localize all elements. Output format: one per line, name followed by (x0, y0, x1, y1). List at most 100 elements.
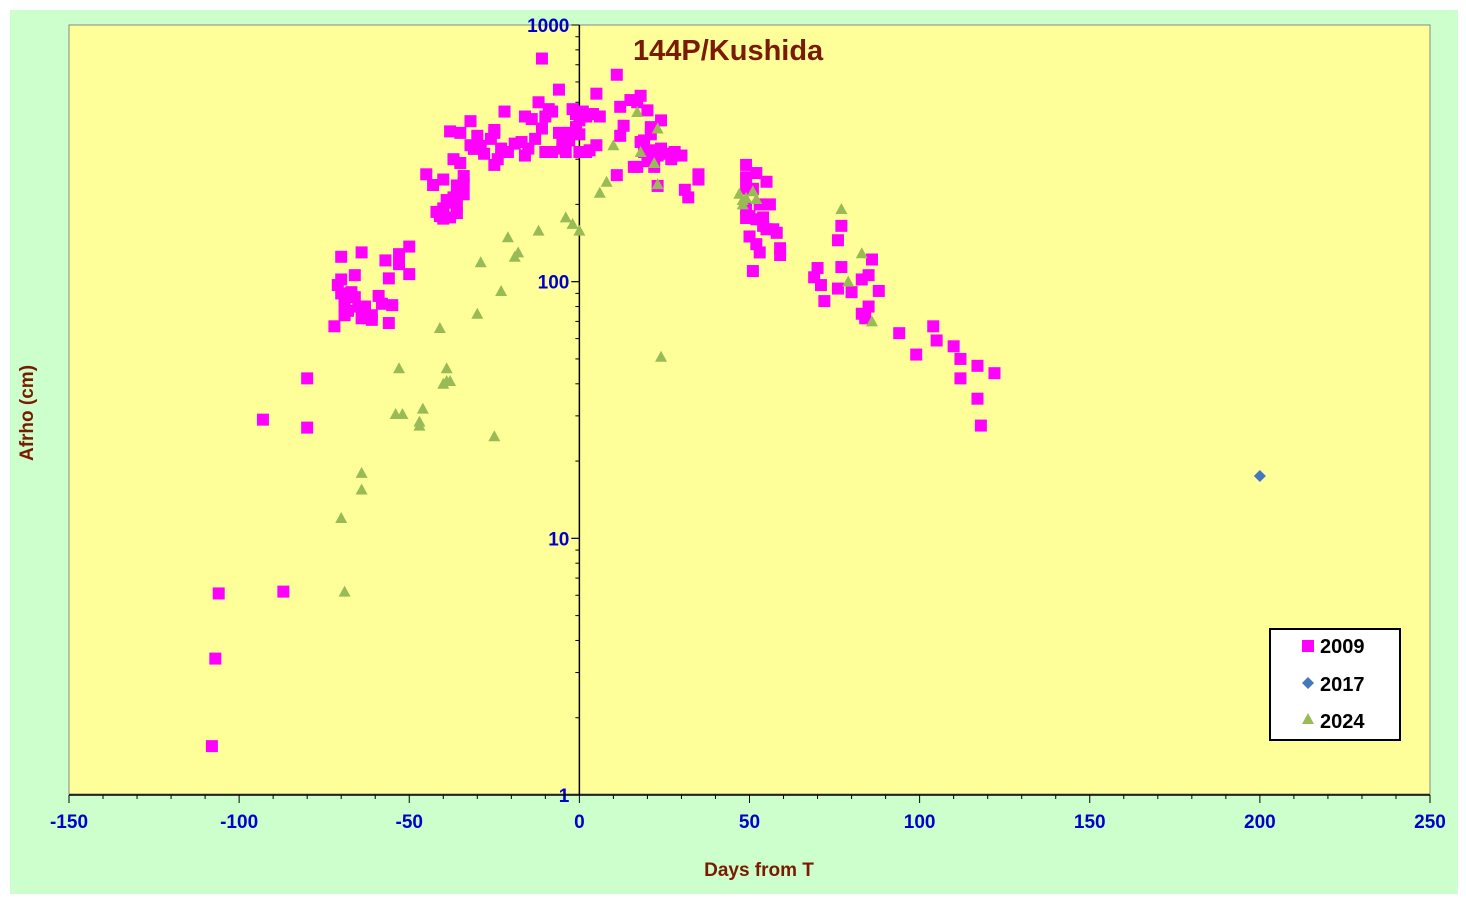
data-point-2009 (865, 253, 878, 266)
data-point-2009 (328, 320, 341, 333)
data-point-2009 (831, 234, 844, 247)
data-point-2024 (842, 275, 855, 287)
data-point-2009 (427, 179, 440, 192)
data-point-2009 (348, 269, 361, 282)
data-point-2009 (379, 254, 392, 267)
data-point-2009 (634, 89, 647, 102)
data-point-2009 (403, 268, 416, 281)
data-point-2009 (614, 129, 627, 142)
data-point-2024 (355, 483, 368, 495)
data-point-2009 (831, 282, 844, 295)
data-point-2009 (845, 286, 858, 299)
data-point-2009 (546, 105, 559, 118)
data-point-2009 (532, 96, 545, 109)
x-tick-label: 50 (739, 812, 760, 833)
legend-label-2017: 2017 (1320, 674, 1365, 696)
chart-title: 144P/Kushida (633, 35, 824, 67)
data-point-2024 (631, 106, 644, 118)
data-point-2024 (532, 224, 545, 236)
data-point-2024 (607, 139, 620, 151)
data-point-2009 (348, 291, 361, 304)
data-point-2009 (457, 188, 470, 201)
data-point-2009 (641, 104, 654, 117)
data-point-2009 (301, 421, 314, 434)
data-point-2009 (893, 327, 906, 340)
data-point-2024 (651, 122, 664, 134)
y-tick-label: 1 (559, 786, 570, 807)
data-point-2009 (811, 262, 824, 275)
data-point-2024 (393, 362, 406, 374)
data-point-2024 (740, 191, 753, 203)
data-point-2009 (535, 122, 548, 135)
data-point-2009 (552, 83, 565, 96)
data-point-2024 (338, 585, 351, 597)
data-point-2009 (862, 269, 875, 282)
data-point-2009 (386, 299, 399, 312)
data-point-2024 (512, 246, 525, 258)
data-point-2024 (440, 362, 453, 374)
data-point-2009 (454, 126, 467, 139)
legend-marker-2009 (1302, 640, 1314, 652)
data-point-2009 (910, 348, 923, 361)
plot-area (68, 24, 1431, 795)
data-point-2024 (600, 175, 613, 187)
x-tick-label: 250 (1414, 812, 1446, 833)
data-point-2009 (740, 171, 753, 184)
legend-label-2024: 2024 (1320, 711, 1365, 733)
data-point-2009 (491, 153, 504, 166)
data-point-2009 (675, 149, 688, 162)
data-point-2009 (209, 652, 222, 665)
x-axis-ticks: -150 -100 -50 0 50 100 150 200 250 (50, 795, 1446, 833)
data-point-2024 (835, 202, 848, 214)
data-point-2009 (277, 585, 290, 598)
data-point-2009 (610, 68, 623, 81)
data-point-2024 (413, 415, 426, 427)
data-point-2009 (471, 129, 484, 142)
data-point-2009 (382, 272, 395, 285)
data-point-2024 (488, 430, 501, 442)
x-tick-label: -100 (220, 812, 258, 833)
data-point-2009 (335, 250, 348, 263)
data-point-2009 (593, 110, 606, 123)
data-point-2009 (355, 246, 368, 259)
data-points (205, 52, 1266, 753)
data-point-2024 (501, 231, 514, 243)
data-point-2009 (525, 113, 538, 126)
data-point-2024 (865, 315, 878, 327)
data-point-2009 (947, 340, 960, 353)
data-point-2009 (559, 146, 572, 159)
data-point-2024 (750, 192, 763, 204)
data-point-2009 (546, 146, 559, 159)
data-point-2009 (382, 317, 395, 330)
x-tick-label: 200 (1244, 812, 1276, 833)
data-point-2009 (988, 367, 1001, 380)
data-point-2009 (529, 132, 542, 145)
y-tick-label: 10 (548, 529, 569, 550)
data-point-2024 (593, 186, 606, 198)
data-point-2009 (212, 587, 225, 600)
data-point-2009 (488, 126, 501, 139)
data-point-2009 (563, 134, 576, 147)
data-point-2009 (954, 372, 967, 385)
data-point-2024 (746, 185, 759, 197)
data-point-2024 (335, 512, 348, 524)
legend: 2009 2017 2024 (1269, 628, 1401, 741)
data-point-2009 (862, 300, 875, 313)
data-point-2009 (590, 87, 603, 100)
data-point-2009 (835, 219, 848, 232)
data-point-2009 (740, 158, 753, 171)
y-tick-label: 1000 (527, 16, 569, 37)
data-point-2024 (474, 256, 487, 268)
x-tick-label: -150 (50, 812, 88, 833)
data-point-2009 (256, 413, 269, 426)
data-point-2009 (814, 279, 827, 292)
legend-box (1269, 628, 1401, 741)
x-tick-label: 100 (904, 812, 936, 833)
data-point-2009 (403, 240, 416, 253)
data-point-2009 (478, 147, 491, 160)
data-point-2009 (335, 273, 348, 286)
data-point-2009 (927, 320, 940, 333)
data-point-2009 (444, 125, 457, 138)
data-point-2009 (498, 105, 511, 118)
